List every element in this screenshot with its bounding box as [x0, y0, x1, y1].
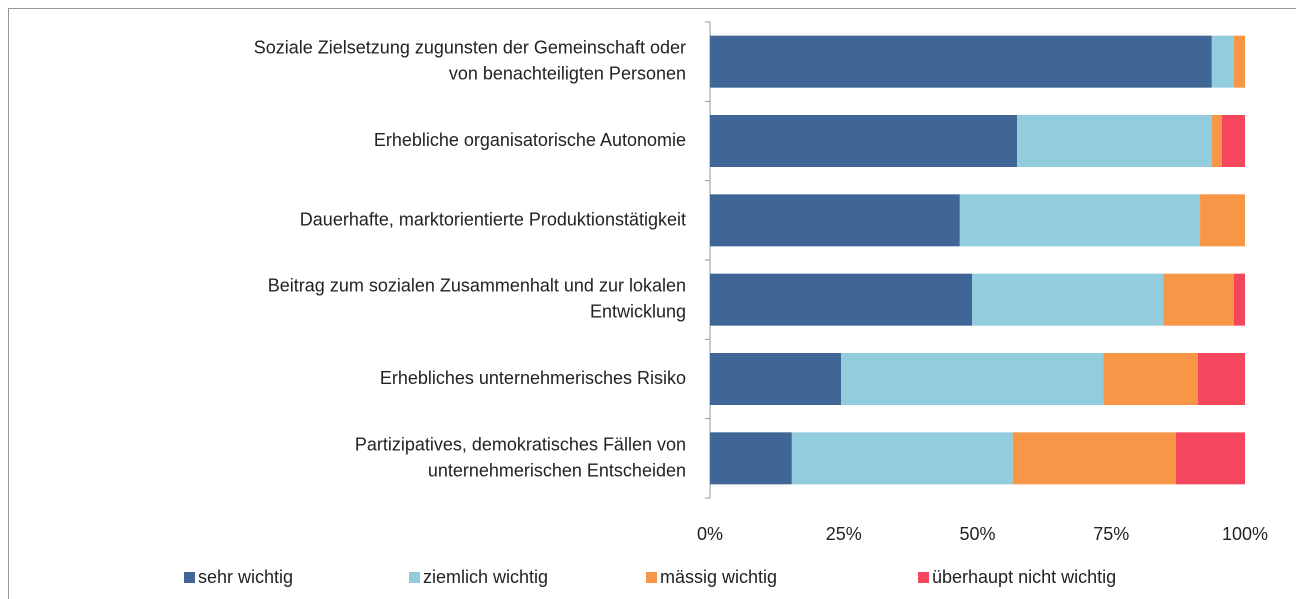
bar-segment — [791, 432, 1013, 485]
bar-segment — [1221, 115, 1245, 167]
category-label: Erhebliches unternehmerisches Risiko — [380, 368, 686, 388]
x-tick-label: 50% — [959, 524, 995, 544]
bar-segment — [1233, 273, 1245, 326]
bar-segment — [1175, 432, 1245, 485]
legend-label: überhaupt nicht wichtig — [932, 567, 1116, 587]
bar-segment — [710, 432, 792, 485]
legend-swatch — [646, 572, 657, 583]
bar-segment — [1163, 273, 1234, 326]
bar-segment — [1012, 432, 1176, 485]
bar-segment — [959, 194, 1201, 247]
bar-segment — [1211, 115, 1222, 167]
legend-label: ziemlich wichtig — [423, 567, 548, 587]
legend-swatch — [184, 572, 195, 583]
legend-swatch — [918, 572, 929, 583]
category-label: Erhebliche organisatorische Autonomie — [374, 130, 686, 150]
bar-segment — [1200, 194, 1245, 247]
bar-segment — [972, 273, 1164, 326]
x-tick-label: 25% — [826, 524, 862, 544]
bar-segment — [1103, 353, 1198, 405]
bar-segment — [710, 273, 973, 326]
legend-swatch — [409, 572, 420, 583]
x-tick-label: 75% — [1093, 524, 1129, 544]
bar-segment — [710, 35, 1212, 88]
category-label: Beitrag zum sozialen Zusammenhalt und zu… — [268, 275, 686, 321]
x-tick-label: 100% — [1222, 524, 1268, 544]
bar-segment — [1017, 115, 1212, 167]
category-label: Soziale Zielsetzung zugunsten der Gemein… — [254, 37, 686, 83]
bar-segment — [710, 115, 1018, 167]
category-label: Partizipatives, demokratisches Fällen vo… — [355, 434, 686, 480]
legend-label: sehr wichtig — [198, 567, 293, 587]
bar-segment — [710, 194, 960, 247]
bar-segment — [1233, 35, 1245, 88]
legend-label: mässig wichtig — [660, 567, 777, 587]
x-tick-label: 0% — [697, 524, 723, 544]
bar-segment — [1197, 353, 1245, 405]
bar-segment — [710, 353, 842, 405]
chart-frame — [8, 8, 1296, 599]
bar-segment — [841, 353, 1104, 405]
bar-segment — [1211, 35, 1234, 88]
category-label: Dauerhafte, marktorientierte Produktions… — [300, 209, 686, 229]
